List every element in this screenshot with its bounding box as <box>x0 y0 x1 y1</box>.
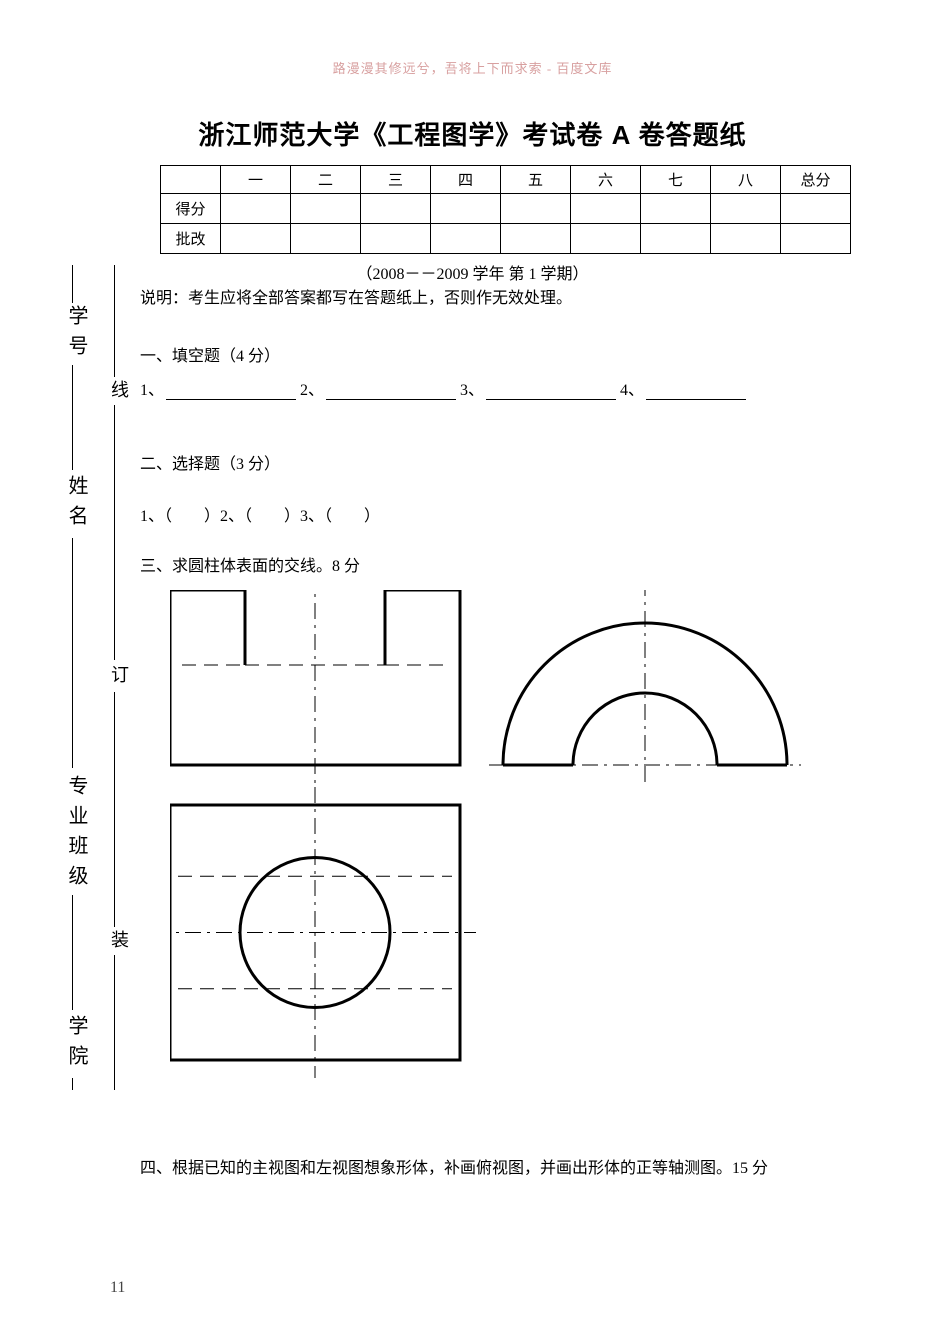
header-1: 一 <box>221 166 291 194</box>
score-cell <box>711 194 781 224</box>
review-cell <box>221 224 291 254</box>
binding-dash <box>114 405 115 660</box>
blank-4-num: 4、 <box>620 382 644 399</box>
section1-title: 一、填空题（4 分） <box>140 342 280 366</box>
header-total: 总分 <box>781 166 851 194</box>
header-7: 七 <box>641 166 711 194</box>
review-cell <box>641 224 711 254</box>
header-2: 二 <box>291 166 361 194</box>
binding-dash <box>72 895 73 1010</box>
page-number: 11 <box>110 1279 125 1297</box>
binding-dash <box>114 692 115 927</box>
blank-line-4 <box>646 384 746 400</box>
watermark-text: 路漫漫其修远兮，吾将上下而求索 - 百度文库 <box>0 58 945 77</box>
binding-dash <box>72 538 73 768</box>
score-cell <box>501 194 571 224</box>
binding-dash <box>114 265 115 377</box>
review-cell <box>361 224 431 254</box>
review-cell <box>501 224 571 254</box>
binding-dash <box>114 955 115 1090</box>
header-blank <box>161 166 221 194</box>
header-6: 六 <box>571 166 641 194</box>
header-3: 三 <box>361 166 431 194</box>
binding-label-banji: 专业班级 <box>62 775 91 895</box>
score-cell <box>781 194 851 224</box>
review-cell <box>781 224 851 254</box>
binding-char-ding: 订 <box>106 665 132 683</box>
blank-1-num: 1、 <box>140 382 164 399</box>
score-cell <box>291 194 361 224</box>
score-row: 得分 <box>161 194 851 224</box>
blank-line-1 <box>166 384 296 400</box>
review-cell <box>431 224 501 254</box>
blank-3-num: 3、 <box>460 382 484 399</box>
binding-label-xuehao: 学号 <box>62 305 91 365</box>
blank-line-3 <box>486 384 616 400</box>
review-row: 批改 <box>161 224 851 254</box>
binding-dash <box>72 1078 73 1090</box>
score-cell <box>361 194 431 224</box>
table-header-row: 一 二 三 四 五 六 七 八 总分 <box>161 166 851 194</box>
section4-title: 四、根据已知的主视图和左视图想象形体，补画俯视图，并画出形体的正等轴测图。15 … <box>140 1154 768 1178</box>
review-cell <box>291 224 361 254</box>
score-cell <box>431 194 501 224</box>
review-cell <box>571 224 641 254</box>
engineering-diagram <box>170 590 810 1090</box>
review-cell <box>711 224 781 254</box>
score-label: 得分 <box>161 194 221 224</box>
section3-title: 三、求圆柱体表面的交线。8 分 <box>140 552 360 576</box>
section2-items: 1、（ ）2、（ ）3、（ ） <box>140 502 380 526</box>
review-label: 批改 <box>161 224 221 254</box>
header-8: 八 <box>711 166 781 194</box>
semester-text: （2008－－2009 学年 第 1 学期） <box>0 260 945 284</box>
score-cell <box>641 194 711 224</box>
section2-title: 二、选择题（3 分） <box>140 450 280 474</box>
binding-char-zhuang: 装 <box>106 930 132 948</box>
score-cell <box>571 194 641 224</box>
binding-dash <box>72 265 73 303</box>
header-4: 四 <box>431 166 501 194</box>
score-cell <box>221 194 291 224</box>
blank-2-num: 2、 <box>300 382 324 399</box>
binding-label-xingming: 姓名 <box>62 475 91 535</box>
instruction-text: 说明：考生应将全部答案都写在答题纸上，否则作无效处理。 <box>140 284 572 308</box>
binding-char-xian: 线 <box>106 380 132 398</box>
binding-dash <box>72 365 73 470</box>
score-table: 一 二 三 四 五 六 七 八 总分 得分 批改 <box>160 165 851 254</box>
page-title: 浙江师范大学《工程图学》考试卷 A 卷答题纸 <box>0 115 945 152</box>
blank-line-2 <box>326 384 456 400</box>
binding-label-xueyuan: 学院 <box>62 1015 91 1075</box>
diagram-area <box>170 590 810 1095</box>
section1-blanks: 1、 2、 3、 4、 <box>140 376 746 400</box>
header-5: 五 <box>501 166 571 194</box>
